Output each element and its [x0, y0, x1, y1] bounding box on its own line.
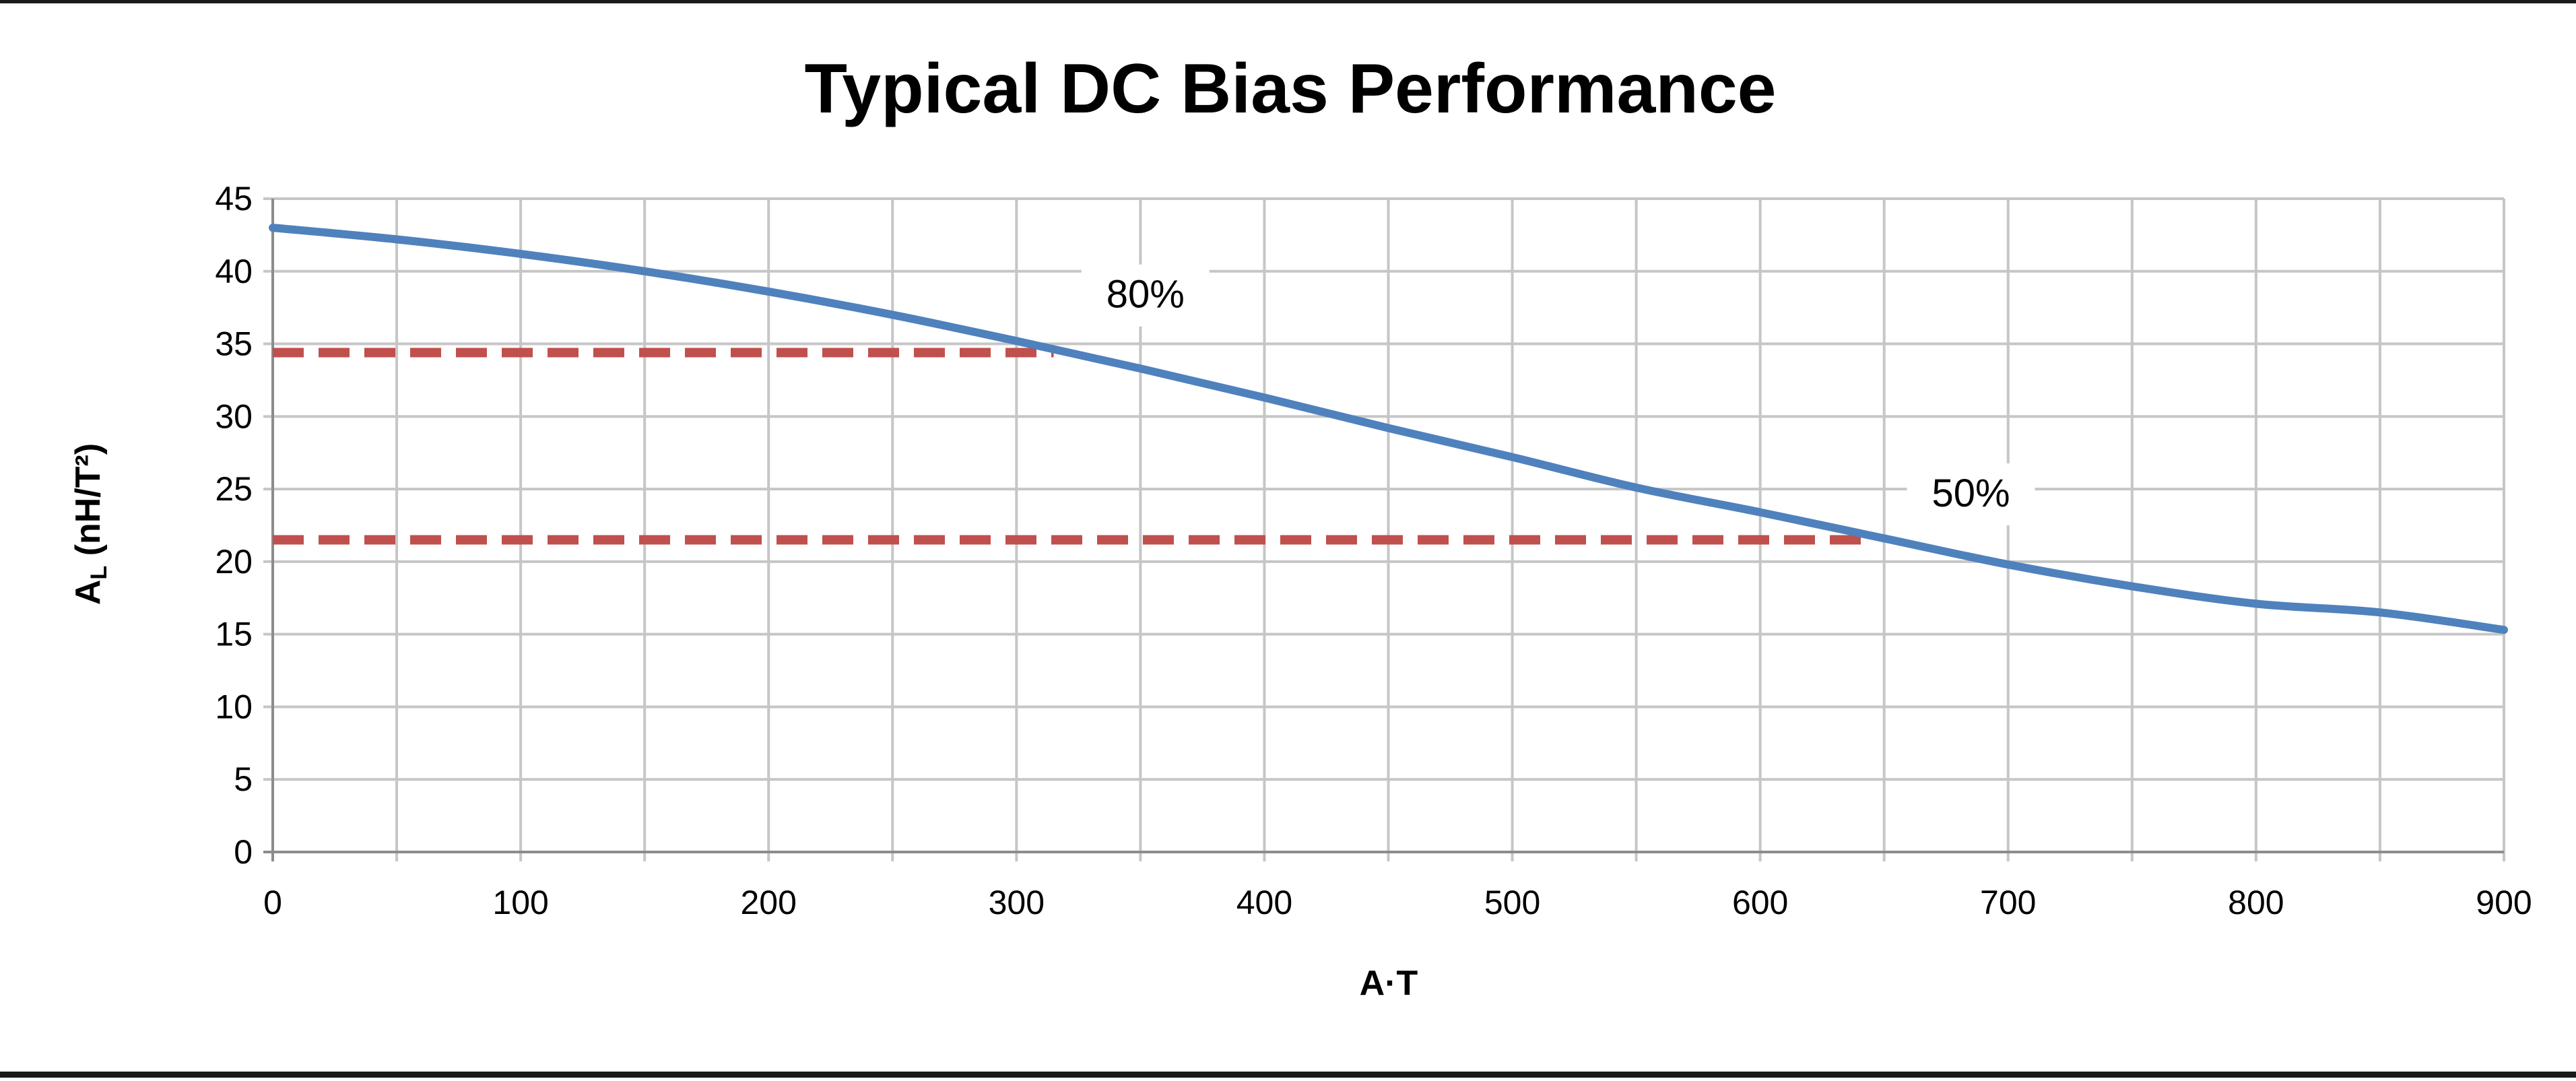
- x-tick-label: 200: [741, 884, 797, 921]
- annotation-background: [1081, 264, 1210, 327]
- annotation-label: 50%: [1932, 471, 2010, 515]
- chart-canvas: Typical DC Bias Performance 80% 50% 0 5 10 1…: [69, 50, 2532, 1003]
- x-tick-label: 700: [1980, 884, 2036, 921]
- y-tick-label: 25: [215, 470, 253, 508]
- x-tick-label: 600: [1732, 884, 1788, 921]
- y-axis-title-main: A: [69, 580, 108, 605]
- x-tick-label: 500: [1484, 884, 1540, 921]
- y-tick-label: 20: [215, 543, 253, 581]
- y-tick-label: 35: [215, 325, 253, 363]
- series-line: [269, 224, 2508, 634]
- y-axis-title-sub: L: [86, 566, 112, 580]
- y-tick-label: 10: [215, 688, 253, 725]
- y-tick-label: 45: [215, 180, 253, 218]
- x-tick-label: 800: [2228, 884, 2284, 921]
- x-tick-label: 300: [989, 884, 1045, 921]
- x-tick-label: 400: [1236, 884, 1292, 921]
- x-axis-title: A·T: [1360, 964, 1418, 1003]
- x-tick-label: 100: [492, 884, 548, 921]
- y-tick-label: 0: [234, 833, 253, 871]
- x-tick-labels: 0 100 200 300 400 500 600 700 800 900: [263, 884, 2532, 921]
- x-tick-label: 900: [2476, 884, 2532, 921]
- annotation-label: 80%: [1107, 273, 1185, 317]
- annotations: 80% 50%: [1081, 264, 2035, 525]
- annotation-background: [1907, 463, 2035, 525]
- y-tick-label: 15: [215, 616, 253, 653]
- y-tick-labels: 0 5 10 15 20 25 30 35 40 45: [215, 180, 253, 871]
- y-tick-label: 30: [215, 397, 253, 435]
- grid-lines: [263, 197, 2505, 861]
- y-tick-label: 40: [215, 253, 253, 290]
- y-axis-title-rest: (nH/T²): [69, 443, 108, 566]
- y-axis-title: AL (nH/T²): [69, 443, 112, 605]
- x-tick-label: 0: [263, 884, 282, 921]
- y-tick-label: 5: [234, 760, 253, 798]
- reference-lines: [273, 348, 1867, 545]
- series-layer: [269, 224, 2508, 634]
- chart-title: Typical DC Bias Performance: [804, 50, 1776, 128]
